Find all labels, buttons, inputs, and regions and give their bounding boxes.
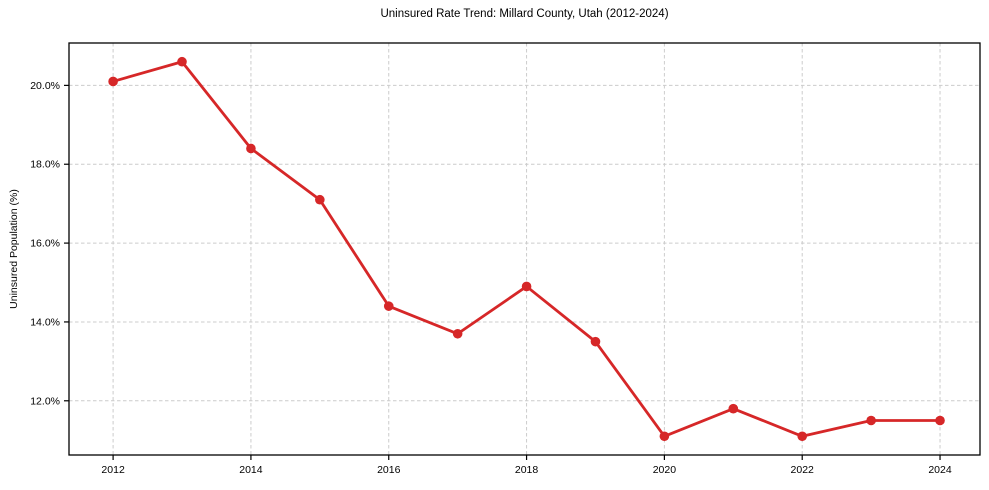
data-point-marker: [108, 76, 118, 87]
y-tick-label: 20.0%: [30, 80, 60, 92]
data-point-marker: [177, 56, 187, 67]
x-tick-label: 2012: [101, 464, 125, 476]
data-point-marker: [521, 281, 532, 292]
data-point-marker: [246, 143, 256, 154]
y-tick-label: 18.0%: [30, 159, 60, 171]
data-point-marker: [315, 194, 325, 205]
y-tick-label: 12.0%: [30, 395, 60, 407]
plot-border: [68, 42, 981, 456]
data-point-marker: [797, 431, 808, 442]
x-tick-label: 2024: [928, 464, 952, 476]
x-tick-label: 2022: [791, 464, 815, 476]
chart-title: Uninsured Rate Trend: Millard County, Ut…: [380, 8, 669, 20]
x-tick-label: 2018: [515, 464, 539, 476]
data-point-marker: [383, 301, 394, 311]
data-point-marker: [935, 415, 945, 426]
data-point-marker: [590, 336, 601, 347]
data-point-marker: [728, 403, 739, 414]
x-tick-label: 2014: [239, 464, 263, 476]
y-tick-label: 14.0%: [30, 316, 60, 328]
x-tick-label: 2016: [377, 464, 401, 476]
data-point-marker: [659, 431, 670, 442]
x-tick-label: 2020: [653, 464, 677, 476]
y-tick-label: 16.0%: [30, 238, 60, 250]
data-point-marker: [866, 415, 876, 426]
data-point-marker: [452, 328, 463, 339]
